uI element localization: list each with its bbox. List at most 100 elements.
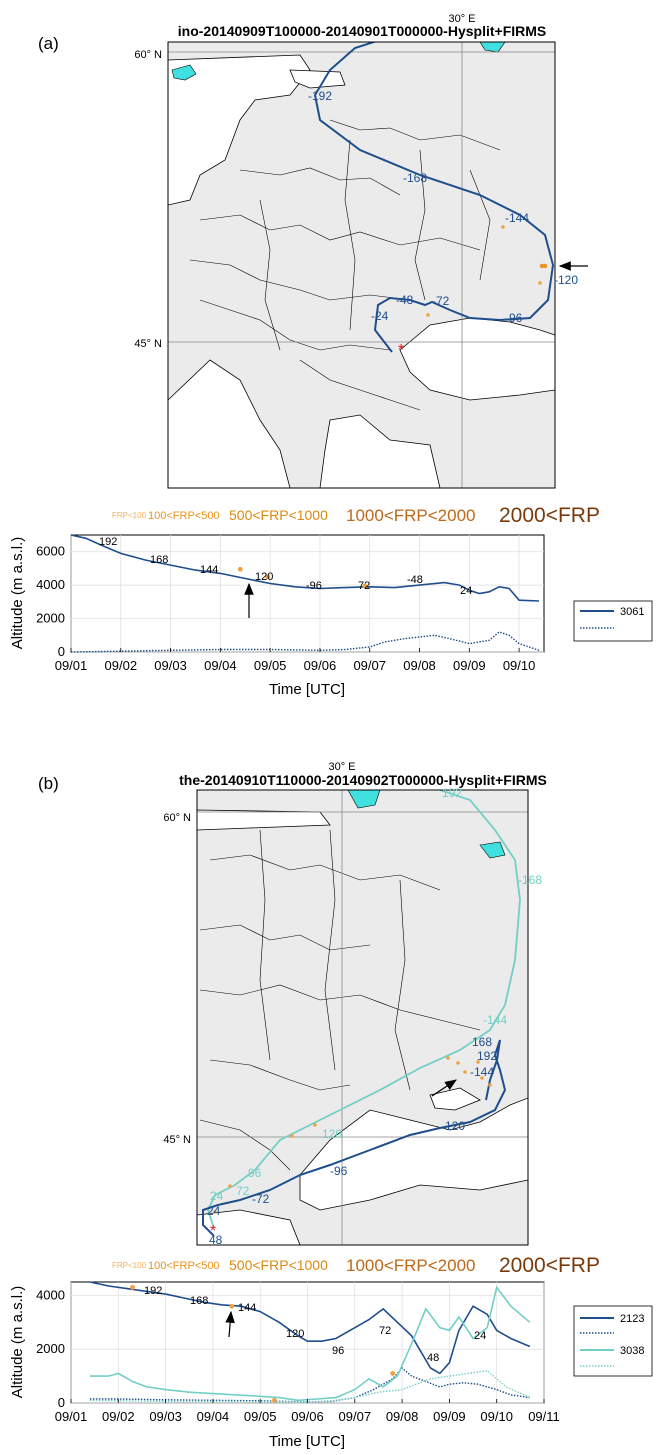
traj-label: 72	[236, 1184, 250, 1198]
traj-label: -144	[483, 1013, 507, 1027]
chart-a-x-tick-label: 09/01	[55, 658, 88, 673]
chart-b-legend: 2123 3038	[573, 1305, 653, 1377]
chart-a-x-tick-label: 09/05	[254, 658, 287, 673]
frp-legend-item: 100<FRP<500	[148, 510, 220, 522]
traj-label: 120	[445, 1119, 465, 1133]
map-a-fire-point	[501, 225, 505, 229]
chart-b-x-tick-label: 09/01	[55, 1409, 88, 1424]
frp-legend-a: FRP<100 100<FRP<500 500<FRP<1000 1000<FR…	[112, 504, 600, 527]
chart-b-fire-point	[271, 1397, 277, 1403]
chart-a-fire-point	[237, 566, 243, 572]
chart-a-fire-point	[265, 574, 271, 580]
map-b-trajectory-light	[207, 790, 521, 1229]
chart-b-annotation: 72	[379, 1325, 391, 1337]
chart-a-y-tick-label: 4000	[36, 577, 65, 592]
chart-b-x-tick-label: 09/10	[480, 1409, 513, 1424]
map-a-title: ino-20140909T100000-20140901T000000-Hysp…	[178, 23, 547, 39]
chart-b-series-dotted-1	[89, 1367, 530, 1403]
map-a-start-marker: *	[398, 342, 404, 359]
map-b-fire-point	[290, 1134, 294, 1138]
chart-b-series	[89, 1281, 531, 1403]
map-b-frame	[196, 789, 529, 1246]
traj-label: 120	[322, 1127, 342, 1141]
traj-label: -48	[396, 293, 414, 307]
chart-b-annotation: 96	[332, 1345, 344, 1357]
chart-b-fire-point	[390, 1371, 396, 1376]
map-a-fire-point	[542, 263, 548, 269]
map-b-trajectory-labels-light: 192 -168 -144 120 96 72 24	[210, 786, 542, 1203]
map-a-fire-point	[426, 313, 430, 317]
chart-b-fire-point	[229, 1303, 235, 1309]
chart-a: 09/01 09/02 09/03 09/04 09/05 09/06 09/07 09/08…	[9, 534, 545, 698]
chart-a-y-ticks: 0 2000 4000 6000	[36, 544, 65, 659]
chart-a-legend-label: 3061	[620, 606, 644, 618]
chart-b-x-ticks: 09/01 09/02 09/03 09/04 09/05 09/06 09/07 09/08…	[55, 1399, 560, 1424]
traj-label: -144	[470, 1065, 494, 1079]
chart-b-annotations: 192 168 144 120 96 72 48 24	[144, 1285, 486, 1364]
chart-b-legend-label: 2123	[620, 1313, 644, 1325]
chart-b-annotation: 168	[190, 1295, 208, 1307]
frp-legend-item: 100<FRP<500	[148, 1260, 220, 1272]
map-b	[197, 790, 528, 1245]
map-b-black-sea	[299, 1097, 528, 1211]
map-b-fire-point	[476, 1060, 480, 1064]
map-a-frame	[167, 41, 556, 489]
chart-b-x-tick-label: 09/06	[291, 1409, 324, 1424]
map-b-lake-2	[479, 841, 506, 859]
chart-a-x-tick-label: 09/09	[453, 658, 486, 673]
chart-b-x-tick-label: 09/07	[339, 1409, 372, 1424]
traj-label: 48	[209, 1233, 223, 1247]
chart-b-y-tick-label: 2000	[36, 1341, 65, 1356]
map-b-fire-point	[313, 1123, 317, 1127]
map-b-fire-point	[488, 1083, 492, 1087]
map-b-marmara-sea	[197, 1209, 301, 1245]
traj-label: -72	[432, 294, 450, 308]
traj-label: 24	[210, 1189, 224, 1203]
traj-label: 24	[207, 1204, 221, 1218]
traj-label: -168	[518, 873, 542, 887]
chart-a-ylabel: Altitude (m a.s.l.)	[9, 537, 26, 650]
frp-legend-item: 500<FRP<1000	[229, 1257, 328, 1273]
map-a-lake-1	[171, 64, 197, 81]
traj-label: -96	[505, 311, 523, 325]
map-b-fire-point	[480, 1076, 484, 1080]
chart-b-annotation: 192	[144, 1285, 162, 1297]
map-b-title: the-20140910T110000-20140902T000000-Hysp…	[179, 772, 547, 788]
chart-a-x-tick-label: 09/02	[105, 658, 138, 673]
map-b-trajectory-dark	[202, 1039, 507, 1237]
chart-a-annotation: 120	[255, 571, 273, 583]
chart-a-x-tick-label: 09/06	[304, 658, 337, 673]
chart-a-annotation: -48	[407, 574, 423, 586]
map-a-black-sea	[399, 317, 555, 401]
map-b-lat-label-60: 60° N	[163, 812, 191, 824]
map-a-borders	[189, 119, 501, 411]
chart-b-x-tick-label: 09/03	[149, 1409, 182, 1424]
chart-b-x-tick-label: 09/11	[528, 1409, 560, 1424]
traj-label: -192	[308, 89, 332, 103]
chart-a-annotation: 72	[358, 580, 370, 592]
map-a-adriatic-sea	[168, 359, 291, 488]
traj-label: 192	[442, 786, 462, 800]
chart-b: 09/01 09/02 09/03 09/04 09/05 09/06 09/07 09/08…	[9, 1281, 560, 1450]
chart-a-fire-point	[362, 583, 368, 589]
chart-a-x-tick-label: 09/04	[204, 658, 237, 673]
chart-b-series-solid-2	[89, 1285, 531, 1402]
map-b-fire-point	[228, 1184, 232, 1188]
traj-label: 192	[477, 1049, 497, 1063]
map-b-arrow	[431, 1079, 457, 1097]
chart-b-x-tick-label: 09/09	[433, 1409, 466, 1424]
frp-legend-b: FRP<100 100<FRP<500 500<FRP<1000 1000<FR…	[112, 1254, 600, 1277]
frp-legend-item: 1000<FRP<2000	[346, 1256, 476, 1275]
chart-a-legend: 3061	[573, 600, 653, 642]
map-b-fire-point	[463, 1070, 467, 1074]
map-a-fire-point	[538, 281, 542, 285]
chart-b-annotation: 24	[474, 1330, 486, 1342]
frp-legend-item: 2000<FRP	[499, 1254, 600, 1277]
chart-a-annotation: -96	[306, 580, 322, 592]
map-b-borders	[199, 829, 481, 1171]
map-b-lat-label-45: 45° N	[163, 1134, 191, 1146]
frp-legend-item: FRP<100	[112, 1261, 147, 1270]
chart-b-y-tick-label: 0	[58, 1395, 65, 1410]
chart-a-x-tick-label: 09/07	[353, 658, 386, 673]
